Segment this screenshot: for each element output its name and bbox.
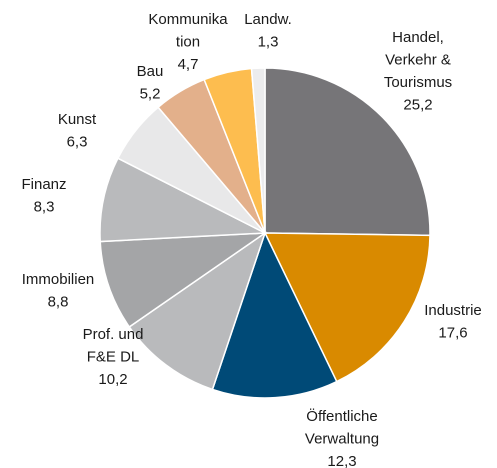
slice-label: F&E DL: [87, 348, 140, 365]
value-label: 25,2: [403, 96, 432, 113]
value-label: 12,3: [327, 453, 356, 468]
pie-slice: [264, 67, 431, 237]
slice-label: Kunst: [58, 111, 97, 128]
pie-slice: [263, 232, 431, 383]
slice-label: Tourismus: [384, 74, 452, 91]
pie-slice: [99, 232, 268, 328]
slice-label: Verkehr &: [385, 51, 451, 68]
value-label: 8,8: [48, 293, 69, 310]
slice-label: Verwaltung: [305, 430, 379, 447]
slice-label: tion: [176, 33, 200, 50]
value-label: 8,3: [34, 198, 55, 215]
slice-label: Kommunika: [148, 11, 228, 28]
slice-label: Landw.: [244, 11, 292, 28]
pie-slice: [250, 67, 266, 234]
slice-label: Handel,: [392, 29, 444, 46]
slice-label: Industrie: [424, 302, 482, 319]
value-label: 6,3: [67, 133, 88, 150]
value-label: 17,6: [438, 324, 467, 341]
slice-label: Öffentliche: [306, 407, 377, 425]
value-label: 10,2: [98, 371, 127, 388]
pie-slice: [211, 231, 338, 399]
slice-label: Finanz: [21, 176, 66, 193]
slice-label: Bau: [137, 63, 164, 80]
value-label: 1,3: [258, 33, 279, 50]
pie-slice: [99, 157, 268, 243]
value-label: 5,2: [140, 85, 161, 102]
value-label: 4,7: [178, 56, 199, 73]
slice-label: Immobilien: [22, 271, 95, 288]
slice-label: Prof. und: [83, 326, 144, 343]
pie-slice: [128, 231, 267, 391]
